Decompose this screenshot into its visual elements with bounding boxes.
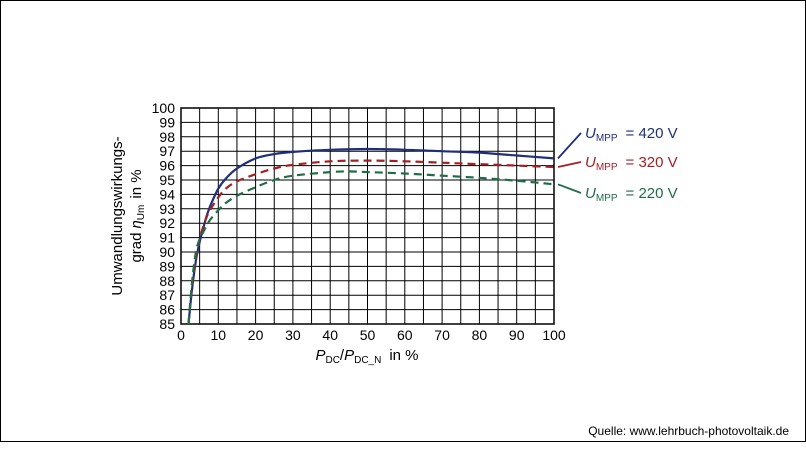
series-label-var: U bbox=[585, 185, 596, 202]
series-leader-line bbox=[557, 161, 582, 168]
y-tick-label: 90 bbox=[159, 244, 175, 260]
x-axis-sep: / bbox=[340, 347, 345, 364]
x-tick-label: 30 bbox=[285, 327, 301, 343]
plot-border bbox=[180, 107, 555, 325]
series-label-sub: MPP bbox=[596, 162, 618, 173]
x-tick-labels: 0 10 20 30 40 50 60 70 80 90 100 bbox=[177, 327, 566, 343]
x-tick-label: 10 bbox=[211, 327, 227, 343]
y-tick-label: 88 bbox=[159, 273, 175, 289]
y-axis-var: η bbox=[128, 220, 145, 228]
y-tick-label: 98 bbox=[159, 129, 175, 145]
y-tick-label: 86 bbox=[159, 302, 175, 318]
source-text: Quelle: www.lehrbuch-photovoltaik.de bbox=[588, 424, 789, 438]
x-tick-label: 50 bbox=[360, 327, 376, 343]
series-label-var: U bbox=[585, 154, 596, 171]
x-tick-label: 0 bbox=[177, 327, 185, 343]
x-tick-label: 90 bbox=[509, 327, 525, 343]
x-tick-label: 100 bbox=[542, 327, 566, 343]
series-label-var: U bbox=[585, 125, 596, 142]
series-leader-line bbox=[557, 183, 582, 194]
x-axis-unit: in % bbox=[389, 347, 418, 364]
series-label: UMPP = 420 V bbox=[585, 125, 678, 144]
y-tick-label: 87 bbox=[159, 287, 175, 303]
series-label-value: = 220 V bbox=[626, 185, 678, 202]
y-axis-sub: Um bbox=[136, 205, 147, 221]
y-axis-label-line1: Umwandlungswirkungs- bbox=[109, 136, 126, 295]
y-tick-label: 89 bbox=[159, 258, 175, 274]
series-line-320v bbox=[187, 159, 555, 325]
y-tick-label: 94 bbox=[159, 186, 175, 202]
x-tick-label: 40 bbox=[322, 327, 338, 343]
series-line-420v bbox=[187, 147, 555, 325]
series-leader-line bbox=[557, 132, 582, 160]
series-label: UMPP = 220 V bbox=[585, 185, 678, 204]
x-tick-label: 70 bbox=[434, 327, 450, 343]
series-label-value: = 420 V bbox=[626, 125, 678, 142]
x-axis-label: PDC/PDC_N in % bbox=[315, 347, 418, 366]
x-axis-sub1: DC bbox=[325, 355, 339, 366]
series-label: UMPP = 320 V bbox=[585, 154, 678, 173]
x-axis-var2: P bbox=[344, 347, 354, 364]
series-label-value: = 320 V bbox=[626, 154, 678, 171]
y-tick-label: 92 bbox=[159, 215, 175, 231]
plot-area bbox=[180, 107, 555, 325]
y-tick-label: 99 bbox=[159, 114, 175, 130]
x-axis-sub2: DC_N bbox=[354, 355, 381, 366]
y-tick-label: 97 bbox=[159, 143, 175, 159]
y-tick-label: 96 bbox=[159, 158, 175, 174]
series-label-sub: MPP bbox=[596, 133, 618, 144]
grid bbox=[180, 107, 555, 325]
x-tick-label: 80 bbox=[472, 327, 488, 343]
series-label-sub: MPP bbox=[596, 193, 618, 204]
y-tick-label: 85 bbox=[159, 316, 175, 332]
x-tick-label: 60 bbox=[397, 327, 413, 343]
y-tick-label: 93 bbox=[159, 201, 175, 217]
y-axis-unit: in % bbox=[128, 169, 145, 198]
y-tick-label: 100 bbox=[152, 100, 176, 116]
x-tick-label: 20 bbox=[248, 327, 264, 343]
series-lines bbox=[187, 147, 555, 325]
y-tick-label: 91 bbox=[159, 230, 175, 246]
series-line-220v bbox=[187, 170, 555, 325]
y-axis-label: Umwandlungswirkungs- grad ηUm in % bbox=[109, 136, 147, 295]
y-axis-label-line2: grad ηUm in % bbox=[128, 169, 147, 262]
y-tick-label: 95 bbox=[159, 172, 175, 188]
y-axis-label-prefix: grad bbox=[128, 233, 145, 263]
x-axis-var: P bbox=[315, 347, 325, 364]
